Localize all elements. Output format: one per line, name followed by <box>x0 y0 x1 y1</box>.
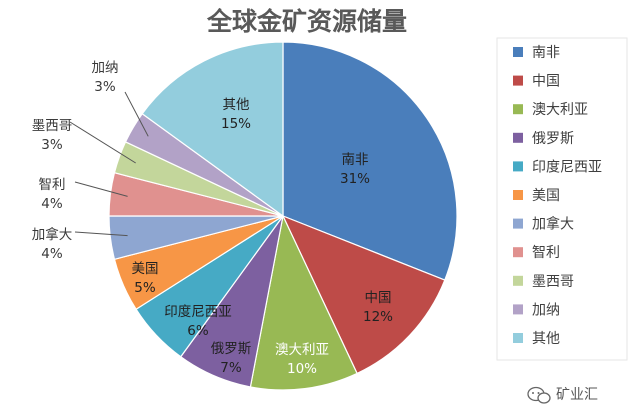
slice-value-label: 31% <box>340 171 370 187</box>
legend-swatch <box>513 304 523 315</box>
slice-value-label: 4% <box>41 196 63 212</box>
slice-value-label: 3% <box>41 137 63 153</box>
legend-label: 澳大利亚 <box>532 102 588 118</box>
legend-label: 智利 <box>532 245 560 261</box>
slice-name-label: 墨西哥 <box>32 118 73 134</box>
legend-label: 加纳 <box>532 302 560 318</box>
slice-name-label: 其他 <box>223 97 250 113</box>
slice-name-label: 俄罗斯 <box>211 341 252 357</box>
legend-swatch <box>513 218 523 229</box>
leader-lines <box>69 91 149 237</box>
slice-name-label: 南非 <box>342 152 369 168</box>
leader-line-8 <box>74 181 128 197</box>
slice-name-label: 中国 <box>365 290 392 306</box>
legend-swatch <box>513 247 523 258</box>
legend-label: 美国 <box>532 188 560 204</box>
slice-name-label: 加纳 <box>92 60 119 76</box>
legend-label: 南非 <box>532 45 560 61</box>
slice-3 <box>249 214 358 391</box>
legend-label: 墨西哥 <box>532 274 574 290</box>
legend-label: 加拿大 <box>532 216 574 233</box>
slice-11 <box>141 41 284 218</box>
wechat-icon <box>527 386 551 404</box>
slice-name-label: 美国 <box>132 261 159 277</box>
legend-swatch <box>513 275 523 286</box>
slice-value-label: 5% <box>134 280 156 296</box>
slice-value-label: 4% <box>41 246 63 262</box>
slice-value-label: 7% <box>220 360 242 376</box>
legend-swatch <box>513 161 523 172</box>
slice-2 <box>281 214 446 375</box>
slice-labels: 南非 31% 中国 12% 澳大利亚 10% 俄罗斯 7% 印度尼西亚 6% 美国 5% 加拿大 4% 智利… <box>32 60 393 377</box>
legend-label: 其他 <box>532 331 560 347</box>
legend-label: 印度尼西亚 <box>532 159 602 175</box>
slice-value-label: 15% <box>221 116 251 132</box>
slice-name-label: 印度尼西亚 <box>164 304 232 320</box>
slice-name-label: 澳大利亚 <box>275 342 329 358</box>
slice-1 <box>282 41 458 281</box>
chart-title: 全球金矿资源储量 <box>206 7 407 36</box>
slice-value-label: 12% <box>363 309 393 325</box>
leader-line-7 <box>74 231 128 237</box>
legend-swatch <box>513 132 523 143</box>
leader-line-10 <box>124 91 149 137</box>
leader-line-9 <box>69 121 136 164</box>
slice-name-label: 加拿大 <box>32 226 73 243</box>
legend-swatch <box>513 47 523 57</box>
watermark: 矿业汇 <box>527 386 598 404</box>
slice-value-label: 3% <box>94 79 116 95</box>
watermark-text: 矿业汇 <box>556 387 598 403</box>
slice-value-label: 6% <box>187 323 209 339</box>
pie-slices <box>108 41 458 391</box>
legend-swatch <box>513 75 523 86</box>
legend-label: 俄罗斯 <box>532 131 574 147</box>
legend-label: 中国 <box>532 74 560 90</box>
slice-name-label: 智利 <box>39 177 66 193</box>
slice-value-label: 10% <box>287 361 317 377</box>
legend-swatch <box>513 190 523 200</box>
legend-swatch <box>513 104 523 115</box>
legend-swatch <box>513 333 523 343</box>
